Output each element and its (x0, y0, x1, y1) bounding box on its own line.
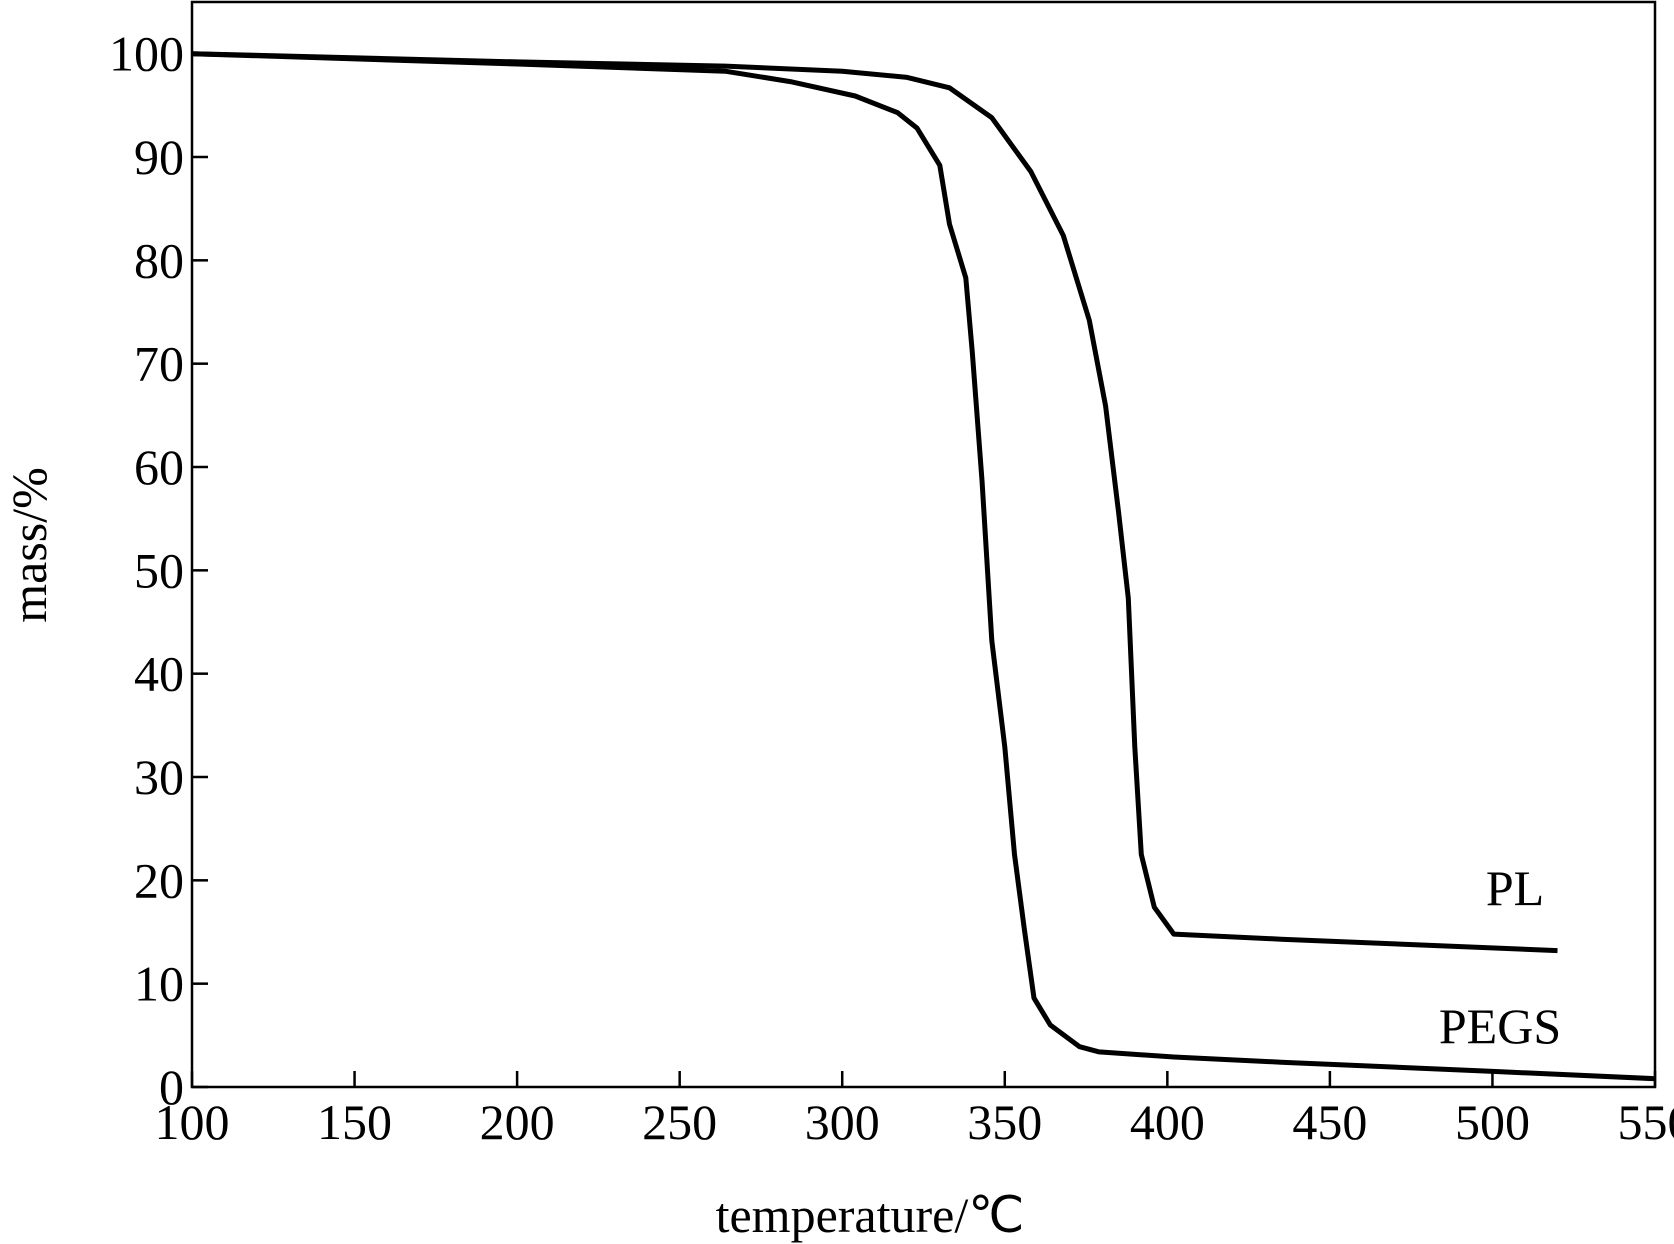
y-tick-label: 100 (109, 26, 184, 82)
series-label: PEGS (1439, 998, 1561, 1054)
y-tick-label: 70 (134, 336, 184, 392)
line-series (191, 51, 1558, 954)
x-tick-label: 350 (967, 1094, 1042, 1150)
plot-frame (190, 0, 1657, 1089)
y-tick-label: 50 (134, 542, 184, 598)
x-tick-label: 150 (317, 1094, 392, 1150)
y-tick-label: 0 (159, 1059, 184, 1115)
y-axis-label: mass/% (1, 467, 57, 623)
x-tick-label: 300 (805, 1094, 880, 1150)
x-tick-label: 550 (1618, 1094, 1674, 1150)
y-tick-label: 80 (134, 232, 184, 288)
y-tick-label: 60 (134, 439, 184, 495)
x-tick-label: 100 (155, 1094, 230, 1150)
x-tick-label: 400 (1130, 1094, 1205, 1150)
series-label: PL (1486, 860, 1544, 916)
x-tick-label: 450 (1292, 1094, 1367, 1150)
y-tick-label: 20 (134, 852, 184, 908)
y-tick-label: 40 (134, 646, 184, 702)
line-series (191, 51, 1656, 1082)
y-tick-label: 30 (134, 749, 184, 805)
x-tick-label: 250 (642, 1094, 717, 1150)
y-tick-label: 90 (134, 129, 184, 185)
x-axis-label: temperature/℃ (716, 1187, 1025, 1243)
y-tick-label: 10 (134, 956, 184, 1012)
x-tick-label: 500 (1455, 1094, 1530, 1150)
x-tick-label: 200 (480, 1094, 555, 1150)
